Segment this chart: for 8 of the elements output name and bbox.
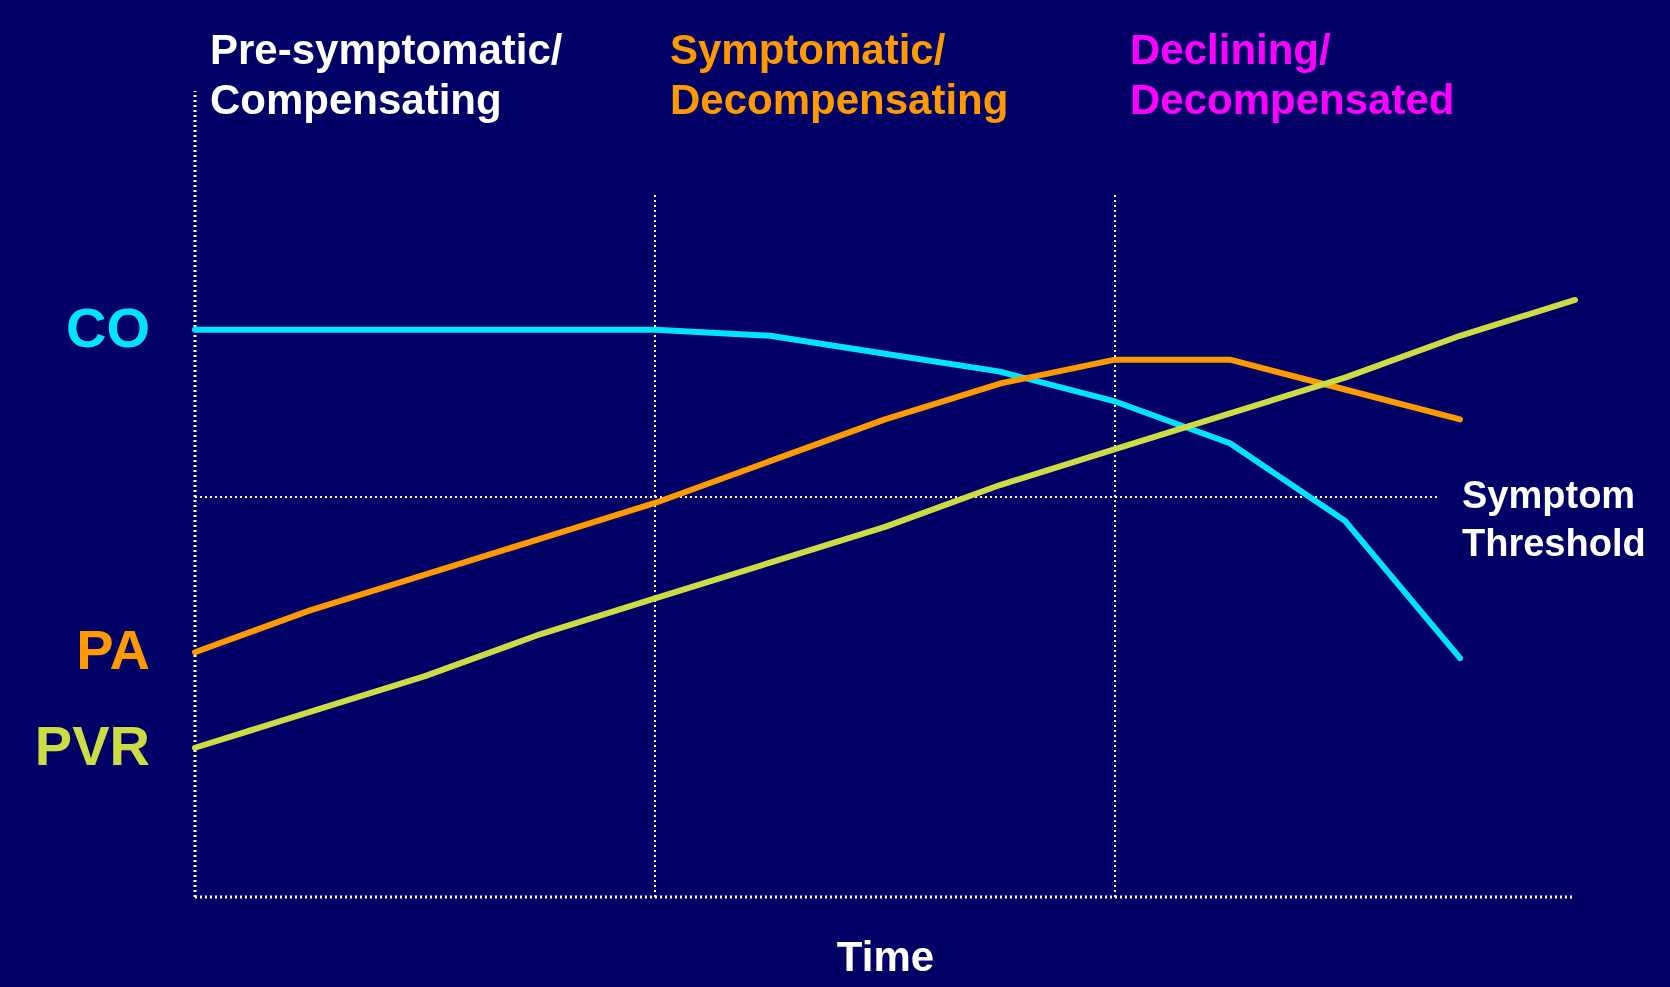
series-label: CO [66,295,150,359]
x-axis-title: Time [836,932,935,980]
ref-line-label: Symptom Threshold [1462,473,1646,564]
series-label: PVR [34,713,150,777]
series-label: PA [76,618,150,682]
text: Pre-symptomatic/ Compensating [210,26,563,123]
text: Declining/ Decompensated [1130,26,1455,123]
text: Symptomatic/ Decompensating [670,26,1009,123]
